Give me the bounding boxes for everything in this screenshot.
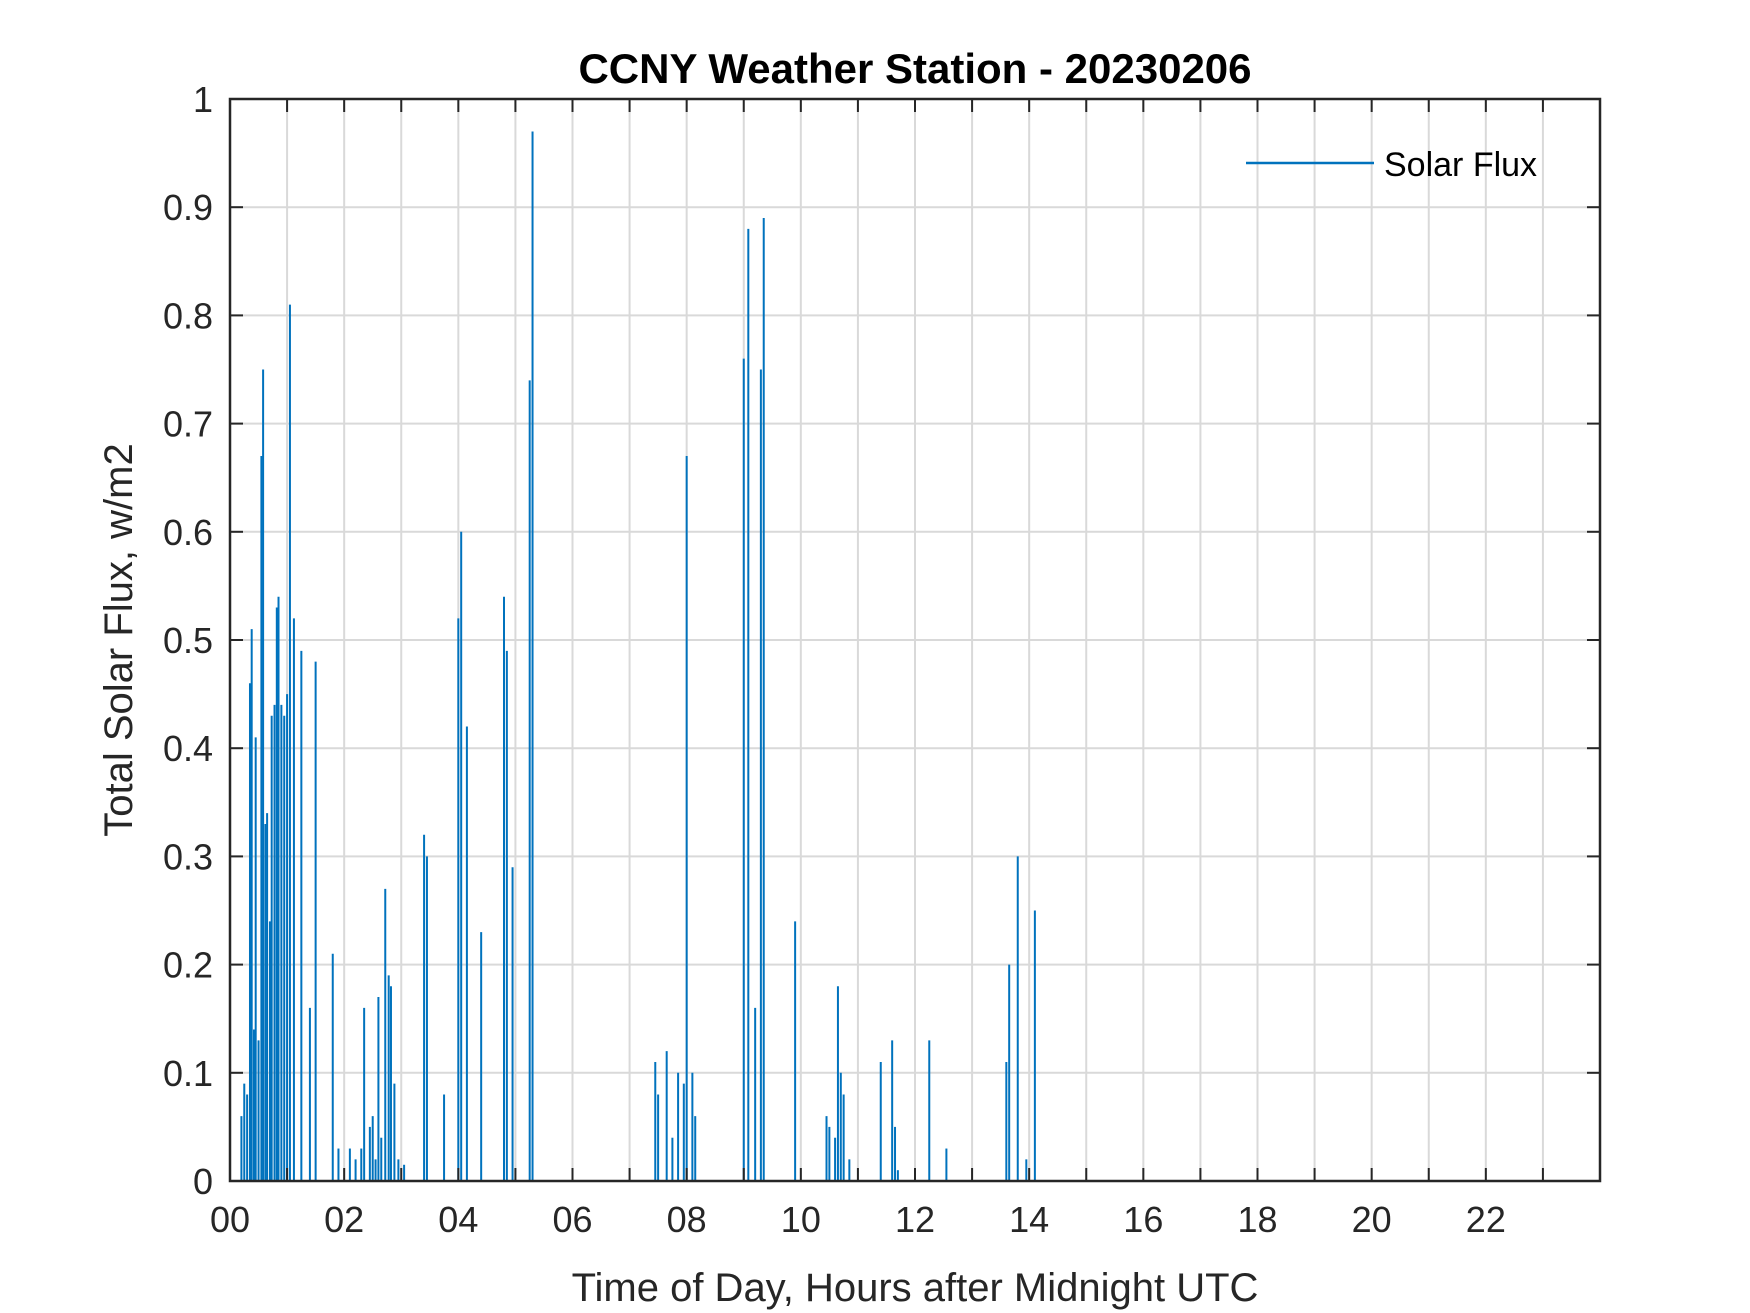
x-axis-label: Time of Day, Hours after Midnight UTC [572, 1266, 1259, 1310]
y-tick-label: 0.9 [163, 187, 213, 228]
x-tick-label: 10 [781, 1199, 821, 1240]
x-tick-label: 02 [324, 1199, 364, 1240]
data-series [240, 131, 1036, 1181]
y-tick-label: 0.7 [163, 404, 213, 445]
x-tick-label: 18 [1237, 1199, 1277, 1240]
grid-lines [230, 99, 1600, 1181]
x-tick-label: 08 [667, 1199, 707, 1240]
y-tick-label: 0.6 [163, 512, 213, 553]
tick-marks [229, 98, 1600, 1182]
x-tick-label: 12 [895, 1199, 935, 1240]
x-tick-label: 22 [1466, 1199, 1506, 1240]
x-tick-label: 16 [1123, 1199, 1163, 1240]
y-tick-label: 0.1 [163, 1053, 213, 1094]
y-tick-label: 1 [193, 79, 213, 120]
chart-title: CCNY Weather Station - 20230206 [578, 45, 1251, 92]
x-tick-label: 00 [210, 1199, 250, 1240]
y-tick-label: 0.3 [163, 836, 213, 877]
x-tick-label: 20 [1352, 1199, 1392, 1240]
y-tick-label: 0.2 [163, 945, 213, 986]
y-tick-labels: 0 0.1 0.2 0.3 0.4 0.5 0.6 0.7 0.8 0.9 1 [163, 79, 213, 1202]
x-tick-label: 06 [552, 1199, 592, 1240]
legend: Solar Flux [1246, 146, 1537, 184]
y-axis-label: Total Solar Flux, w/m2 [97, 443, 141, 836]
x-tick-labels: 00 02 04 06 08 10 12 14 16 18 20 22 [210, 1199, 1506, 1240]
y-tick-label: 0.4 [163, 728, 213, 769]
legend-label-solar-flux: Solar Flux [1384, 146, 1537, 184]
y-tick-label: 0.5 [163, 620, 213, 661]
x-tick-label: 14 [1009, 1199, 1049, 1240]
y-tick-label: 0 [193, 1161, 213, 1202]
y-tick-label: 0.8 [163, 295, 213, 336]
x-tick-label: 04 [438, 1199, 478, 1240]
